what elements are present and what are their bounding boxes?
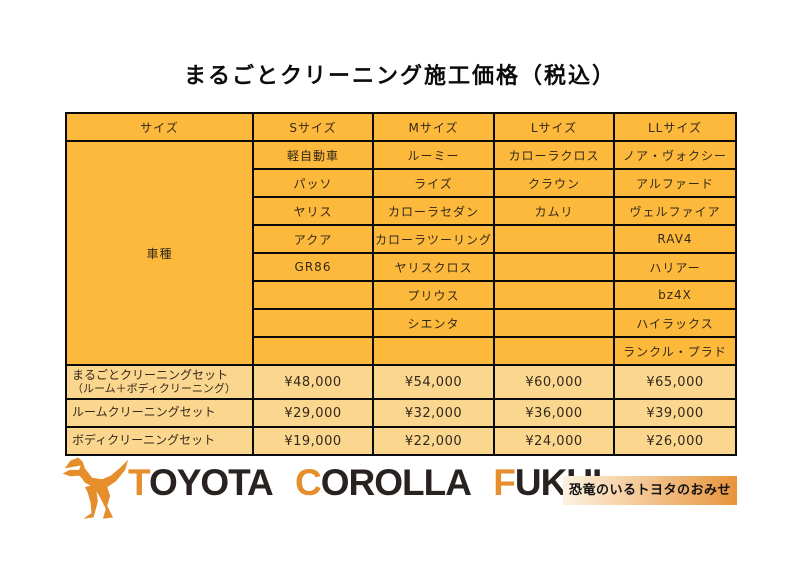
header-size: サイズ	[65, 112, 254, 142]
logo-toyota-corolla-fukui: TOYOTA COROLLA FUKUI	[128, 462, 614, 504]
vehicle-cell: ヤリスクロス	[372, 252, 495, 282]
vehicle-cell: カムリ	[493, 196, 615, 226]
table-row: 車種 軽自動車 ルーミー カローラクロス ノア・ヴォクシー	[65, 140, 737, 366]
price-cell: ¥29,000	[252, 398, 374, 428]
vehicle-cell	[252, 336, 374, 366]
header-size-l: Lサイズ	[493, 112, 615, 142]
table-header-row: サイズ Sサイズ Mサイズ Lサイズ LLサイズ	[65, 112, 737, 142]
logo-initial: F	[493, 462, 516, 503]
dinosaur-icon	[62, 457, 129, 519]
price-cell: ¥39,000	[613, 398, 737, 428]
table-row: シエンタ ハイラックス	[66, 308, 737, 338]
logo-word-toyota: TOYOTA	[128, 462, 274, 503]
table-row: ランクル・プラド	[66, 336, 737, 366]
price-cell: ¥32,000	[372, 398, 495, 428]
vehicle-cell	[372, 336, 495, 366]
vehicle-cell: RAV4	[613, 224, 737, 254]
header-size-s: Sサイズ	[252, 112, 374, 142]
vehicle-cell	[252, 280, 374, 310]
vehicle-cell: カローラツーリング	[372, 224, 495, 254]
vehicle-cell: アクア	[252, 224, 374, 254]
vehicle-cell	[493, 308, 615, 338]
price-set-label: まるごとクリーニングセット （ルーム＋ボディクリーニング）	[65, 364, 254, 400]
price-cell: ¥60,000	[493, 364, 615, 400]
table-row: パッソ ライズ クラウン アルファード	[66, 168, 737, 198]
vehicle-cell: シエンタ	[372, 308, 495, 338]
vehicle-cell: ハリアー	[613, 252, 737, 282]
price-set-label: ボディクリーニングセット	[65, 426, 254, 456]
vehicle-cell	[252, 308, 374, 338]
price-row-room-set: ルームクリーニングセット ¥29,000 ¥32,000 ¥36,000 ¥39…	[65, 398, 737, 428]
table-row: アクア カローラツーリング RAV4	[66, 224, 737, 254]
logo-rest: OYOTA	[148, 462, 274, 503]
vehicle-cell: ノア・ヴォクシー	[613, 140, 737, 170]
price-cell: ¥36,000	[493, 398, 615, 428]
vehicle-cell: アルファード	[613, 168, 737, 198]
logo-initial: C	[295, 462, 322, 503]
vehicle-cell: パッソ	[252, 168, 374, 198]
price-row-body-set: ボディクリーニングセット ¥19,000 ¥22,000 ¥24,000 ¥26…	[65, 426, 737, 456]
vehicle-cell: ライズ	[372, 168, 495, 198]
footer-logo-bar: TOYOTA COROLLA FUKUI 恐竜のいるトヨタのおみせ	[0, 448, 800, 565]
vehicle-cell: ヤリス	[252, 196, 374, 226]
vehicle-cell: ヴェルファイア	[613, 196, 737, 226]
tagline-badge: 恐竜のいるトヨタのおみせ	[563, 476, 737, 505]
price-set-label: ルームクリーニングセット	[65, 398, 254, 428]
vehicle-type-label: 車種	[65, 140, 254, 366]
vehicle-cell: カローラクロス	[493, 140, 615, 170]
vehicle-cell	[493, 252, 615, 282]
logo-initial: T	[128, 462, 150, 503]
vehicle-cell: ハイラックス	[613, 308, 737, 338]
header-size-ll: LLサイズ	[613, 112, 737, 142]
logo-word-corolla: COROLLA	[295, 462, 472, 503]
vehicle-cell: クラウン	[493, 168, 615, 198]
vehicle-cell	[493, 336, 615, 366]
price-cell: ¥65,000	[613, 364, 737, 400]
vehicle-cell: ルーミー	[372, 140, 495, 170]
price-cell: ¥22,000	[372, 426, 495, 456]
table-row: プリウス bz4X	[66, 280, 737, 310]
vehicle-cell: GR86	[252, 252, 374, 282]
page-title: まるごとクリーニング施工価格（税込）	[183, 64, 616, 89]
table-row: ヤリス カローラセダン カムリ ヴェルファイア	[66, 196, 737, 226]
vehicle-cell	[493, 224, 615, 254]
vehicle-cell: ランクル・プラド	[613, 336, 737, 366]
price-cell: ¥54,000	[372, 364, 495, 400]
price-set-label-line2: （ルーム＋ボディクリーニング）	[72, 381, 236, 395]
vehicle-cell: カローラセダン	[372, 196, 495, 226]
vehicle-cell: プリウス	[372, 280, 495, 310]
price-row-full-set: まるごとクリーニングセット （ルーム＋ボディクリーニング） ¥48,000 ¥5…	[65, 364, 737, 400]
price-set-label-line1: まるごとクリーニングセット	[72, 367, 229, 382]
price-cell: ¥26,000	[613, 426, 737, 456]
vehicle-cell	[493, 280, 615, 310]
price-cell: ¥24,000	[493, 426, 615, 456]
price-cell: ¥48,000	[252, 364, 374, 400]
cleaning-price-table: サイズ Sサイズ Mサイズ Lサイズ LLサイズ 車種 軽自動車 ルーミー カロ…	[65, 112, 737, 456]
vehicle-cell: 軽自動車	[252, 140, 374, 170]
table-row: GR86 ヤリスクロス ハリアー	[66, 252, 737, 282]
logo-rest: OROLLA	[320, 462, 472, 503]
price-cell: ¥19,000	[252, 426, 374, 456]
vehicle-cell: bz4X	[613, 280, 737, 310]
header-size-m: Mサイズ	[372, 112, 495, 142]
